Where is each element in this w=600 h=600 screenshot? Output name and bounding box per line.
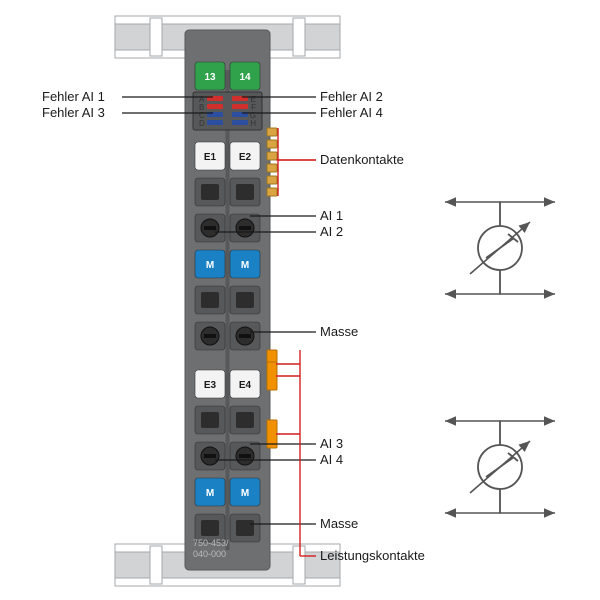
terminal: E2 <box>230 142 260 170</box>
terminal <box>195 178 225 206</box>
terminal: 14 <box>230 62 260 90</box>
callout-label: Leistungskontakte <box>320 548 425 563</box>
svg-text:M: M <box>241 488 249 499</box>
svg-text:14: 14 <box>239 72 251 83</box>
callout-label: AI 3 <box>320 436 343 451</box>
power-contact <box>267 362 277 390</box>
terminal <box>195 214 225 242</box>
svg-text:M: M <box>206 260 214 271</box>
terminal <box>230 322 260 350</box>
terminal: M <box>230 250 260 278</box>
svg-text:040-000: 040-000 <box>193 549 226 559</box>
terminal <box>195 286 225 314</box>
terminal <box>195 442 225 470</box>
terminal <box>230 178 260 206</box>
data-contact <box>267 128 277 136</box>
svg-text:E4: E4 <box>239 380 252 391</box>
terminal: M <box>230 478 260 506</box>
callout-label: Fehler AI 3 <box>42 105 105 120</box>
callout-label: Datenkontakte <box>320 152 404 167</box>
callout-label: Masse <box>320 516 358 531</box>
svg-text:E3: E3 <box>204 380 217 391</box>
terminal <box>230 514 260 542</box>
svg-text:H: H <box>250 119 256 128</box>
terminal: M <box>195 250 225 278</box>
svg-text:13: 13 <box>204 72 216 83</box>
callout-label: Fehler AI 4 <box>320 105 383 120</box>
terminal <box>230 406 260 434</box>
data-contact <box>267 152 277 160</box>
data-contact <box>267 140 277 148</box>
svg-text:750-453/: 750-453/ <box>193 538 229 548</box>
callout-label: AI 4 <box>320 452 343 467</box>
terminal: E4 <box>230 370 260 398</box>
terminal <box>195 406 225 434</box>
terminal <box>230 442 260 470</box>
callout-label: AI 2 <box>320 224 343 239</box>
terminal: E1 <box>195 142 225 170</box>
svg-text:E2: E2 <box>239 152 252 163</box>
svg-text:E1: E1 <box>204 152 217 163</box>
terminal <box>195 322 225 350</box>
svg-text:D: D <box>199 119 205 128</box>
callout-label: Fehler AI 2 <box>320 89 383 104</box>
terminal: 13 <box>195 62 225 90</box>
svg-text:M: M <box>241 260 249 271</box>
data-contact <box>267 164 277 172</box>
sensor-symbol <box>445 202 555 294</box>
callout-label: AI 1 <box>320 208 343 223</box>
callout-label: Masse <box>320 324 358 339</box>
data-contact <box>267 188 277 196</box>
sensor-symbol <box>445 421 555 513</box>
terminal <box>230 214 260 242</box>
data-contact <box>267 176 277 184</box>
svg-text:M: M <box>206 488 214 499</box>
terminal: M <box>195 478 225 506</box>
callout-label: Fehler AI 1 <box>42 89 105 104</box>
terminal: E3 <box>195 370 225 398</box>
terminal <box>230 286 260 314</box>
